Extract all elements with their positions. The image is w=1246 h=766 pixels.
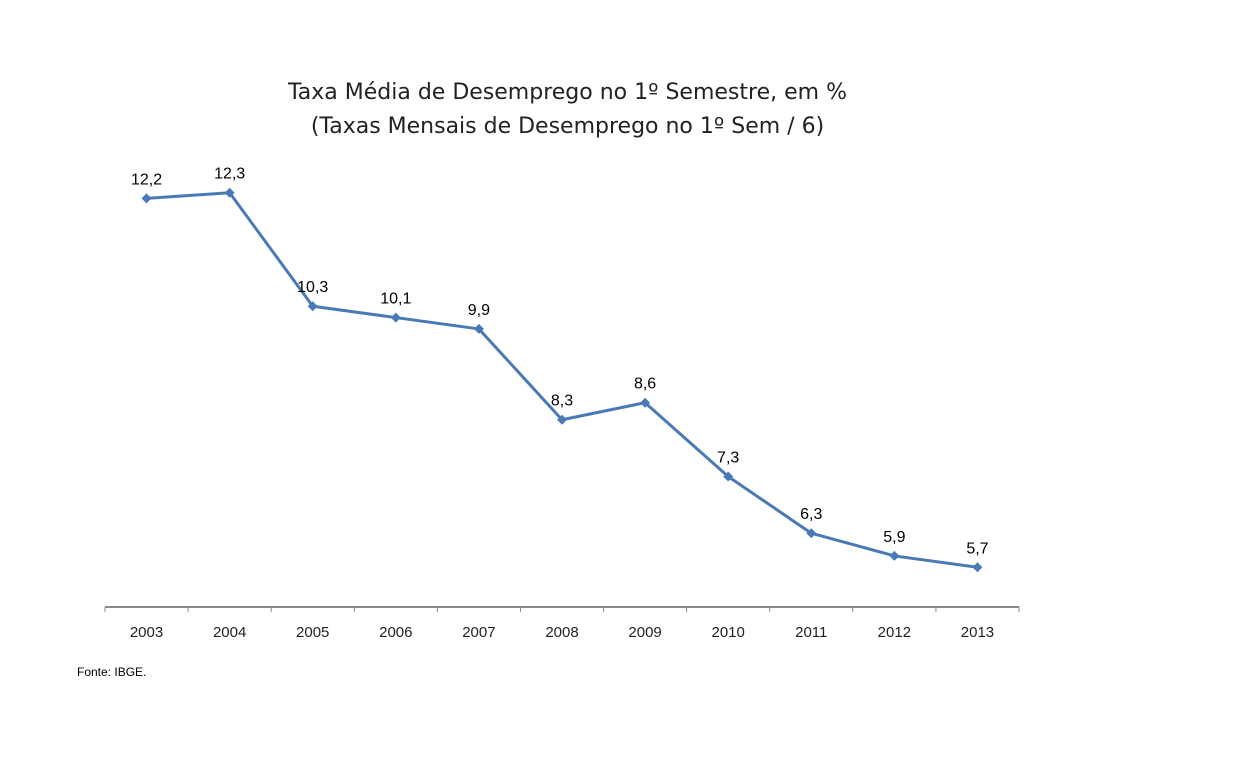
data-point-marker	[889, 550, 900, 561]
x-tick-label: 2009	[628, 624, 661, 641]
x-tick-label: 2011	[795, 624, 827, 641]
data-label: 5,7	[966, 540, 988, 557]
data-label: 10,3	[297, 279, 328, 296]
data-label: 10,1	[380, 291, 411, 308]
x-tick-label: 2006	[379, 624, 412, 641]
data-label: 9,9	[468, 302, 490, 319]
x-tick-label: 2004	[213, 624, 246, 641]
data-point-marker	[640, 397, 651, 408]
data-label: 12,2	[131, 171, 162, 188]
data-point-marker	[224, 187, 235, 198]
x-tick-label: 2010	[711, 624, 744, 641]
data-label: 5,9	[883, 529, 905, 546]
data-point-marker	[390, 312, 401, 323]
data-point-marker	[307, 301, 318, 312]
x-tick-label: 2013	[961, 624, 994, 641]
x-tick-label: 2005	[296, 624, 329, 641]
source-note: Fonte: IBGE.	[77, 665, 147, 679]
x-tick-label: 2007	[462, 624, 495, 641]
x-tick-label: 2003	[130, 624, 163, 641]
data-point-marker	[972, 562, 983, 573]
data-label: 8,6	[634, 376, 656, 393]
chart-subtitle: (Taxas Mensais de Desemprego no 1º Sem /…	[310, 114, 825, 139]
data-label: 7,3	[717, 449, 739, 466]
data-point-marker	[473, 323, 484, 334]
data-point-marker	[141, 193, 152, 204]
data-point-marker	[806, 528, 817, 539]
data-point-marker	[723, 471, 734, 482]
data-point-marker	[557, 414, 567, 425]
chart-title: Taxa Média de Desemprego no 1º Semestre,…	[288, 80, 847, 105]
x-tick-label: 2008	[545, 624, 578, 641]
x-tick-label: 2012	[878, 624, 911, 641]
data-label: 12,3	[214, 166, 245, 183]
data-label: 8,3	[551, 393, 573, 410]
series-line	[146, 191, 978, 569]
data-label: 6,3	[800, 506, 822, 523]
